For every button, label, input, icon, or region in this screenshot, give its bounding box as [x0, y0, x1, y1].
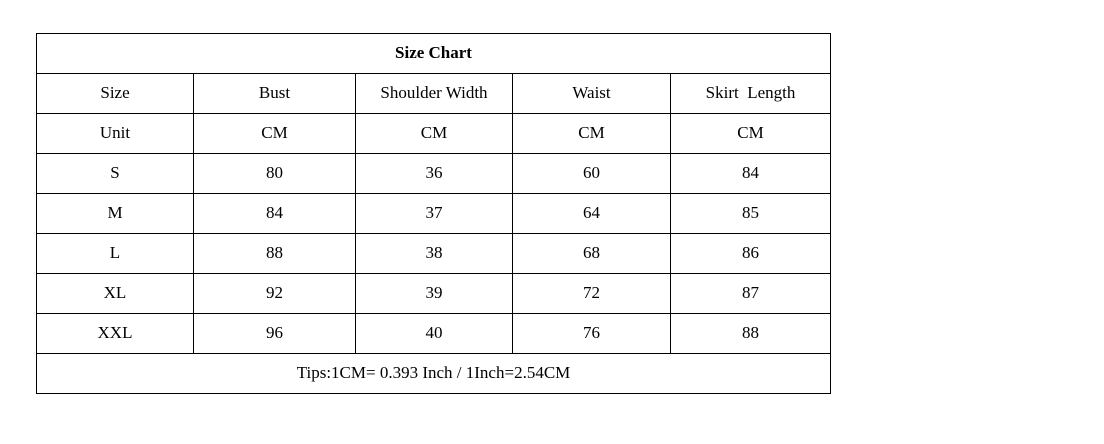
table-title: Size Chart	[36, 33, 831, 74]
measurement-cell: 87	[670, 273, 831, 314]
measurement-cell: 84	[193, 193, 356, 234]
measurement-cell: 86	[670, 233, 831, 274]
measurement-cell: 88	[670, 313, 831, 354]
measurement-cell: 64	[512, 193, 671, 234]
title-row: Size Chart	[36, 33, 831, 74]
measurement-cell: 39	[355, 273, 513, 314]
measurement-cell: 37	[355, 193, 513, 234]
measurement-cell: 68	[512, 233, 671, 274]
column-header-skirt-length: Skirt Length	[670, 73, 831, 114]
measurement-cell: 38	[355, 233, 513, 274]
size-label-cell: L	[36, 233, 194, 274]
measurement-cell: 80	[193, 153, 356, 194]
table-row-xl: XL 92 39 72 87	[36, 273, 831, 314]
column-header-waist: Waist	[512, 73, 671, 114]
measurement-cell: 84	[670, 153, 831, 194]
header-row: Size Bust Shoulder Width Waist Skirt Len…	[36, 73, 831, 114]
unit-row: Unit CM CM CM CM	[36, 113, 831, 154]
tips-row: Tips:1CM= 0.393 Inch / 1Inch=2.54CM	[36, 353, 831, 394]
unit-cell-shoulder-width: CM	[355, 113, 513, 154]
measurement-cell: 92	[193, 273, 356, 314]
measurement-cell: 40	[355, 313, 513, 354]
table-row-l: L 88 38 68 86	[36, 233, 831, 274]
measurement-cell: 60	[512, 153, 671, 194]
unit-row-label: Unit	[36, 113, 194, 154]
column-header-bust: Bust	[193, 73, 356, 114]
conversion-tips-note: Tips:1CM= 0.393 Inch / 1Inch=2.54CM	[36, 353, 831, 394]
measurement-cell: 72	[512, 273, 671, 314]
measurement-cell: 36	[355, 153, 513, 194]
column-header-size: Size	[36, 73, 194, 114]
table-row-m: M 84 37 64 85	[36, 193, 831, 234]
table-row-xxl: XXL 96 40 76 88	[36, 313, 831, 354]
size-chart-table: Size Chart Size Bust Shoulder Width Wais…	[36, 33, 831, 394]
unit-cell-skirt-length: CM	[670, 113, 831, 154]
column-header-shoulder-width: Shoulder Width	[355, 73, 513, 114]
size-label-cell: XL	[36, 273, 194, 314]
measurement-cell: 88	[193, 233, 356, 274]
measurement-cell: 76	[512, 313, 671, 354]
measurement-cell: 96	[193, 313, 356, 354]
size-label-cell: M	[36, 193, 194, 234]
unit-cell-waist: CM	[512, 113, 671, 154]
measurement-cell: 85	[670, 193, 831, 234]
size-label-cell: S	[36, 153, 194, 194]
table-row-s: S 80 36 60 84	[36, 153, 831, 194]
unit-cell-bust: CM	[193, 113, 356, 154]
size-label-cell: XXL	[36, 313, 194, 354]
